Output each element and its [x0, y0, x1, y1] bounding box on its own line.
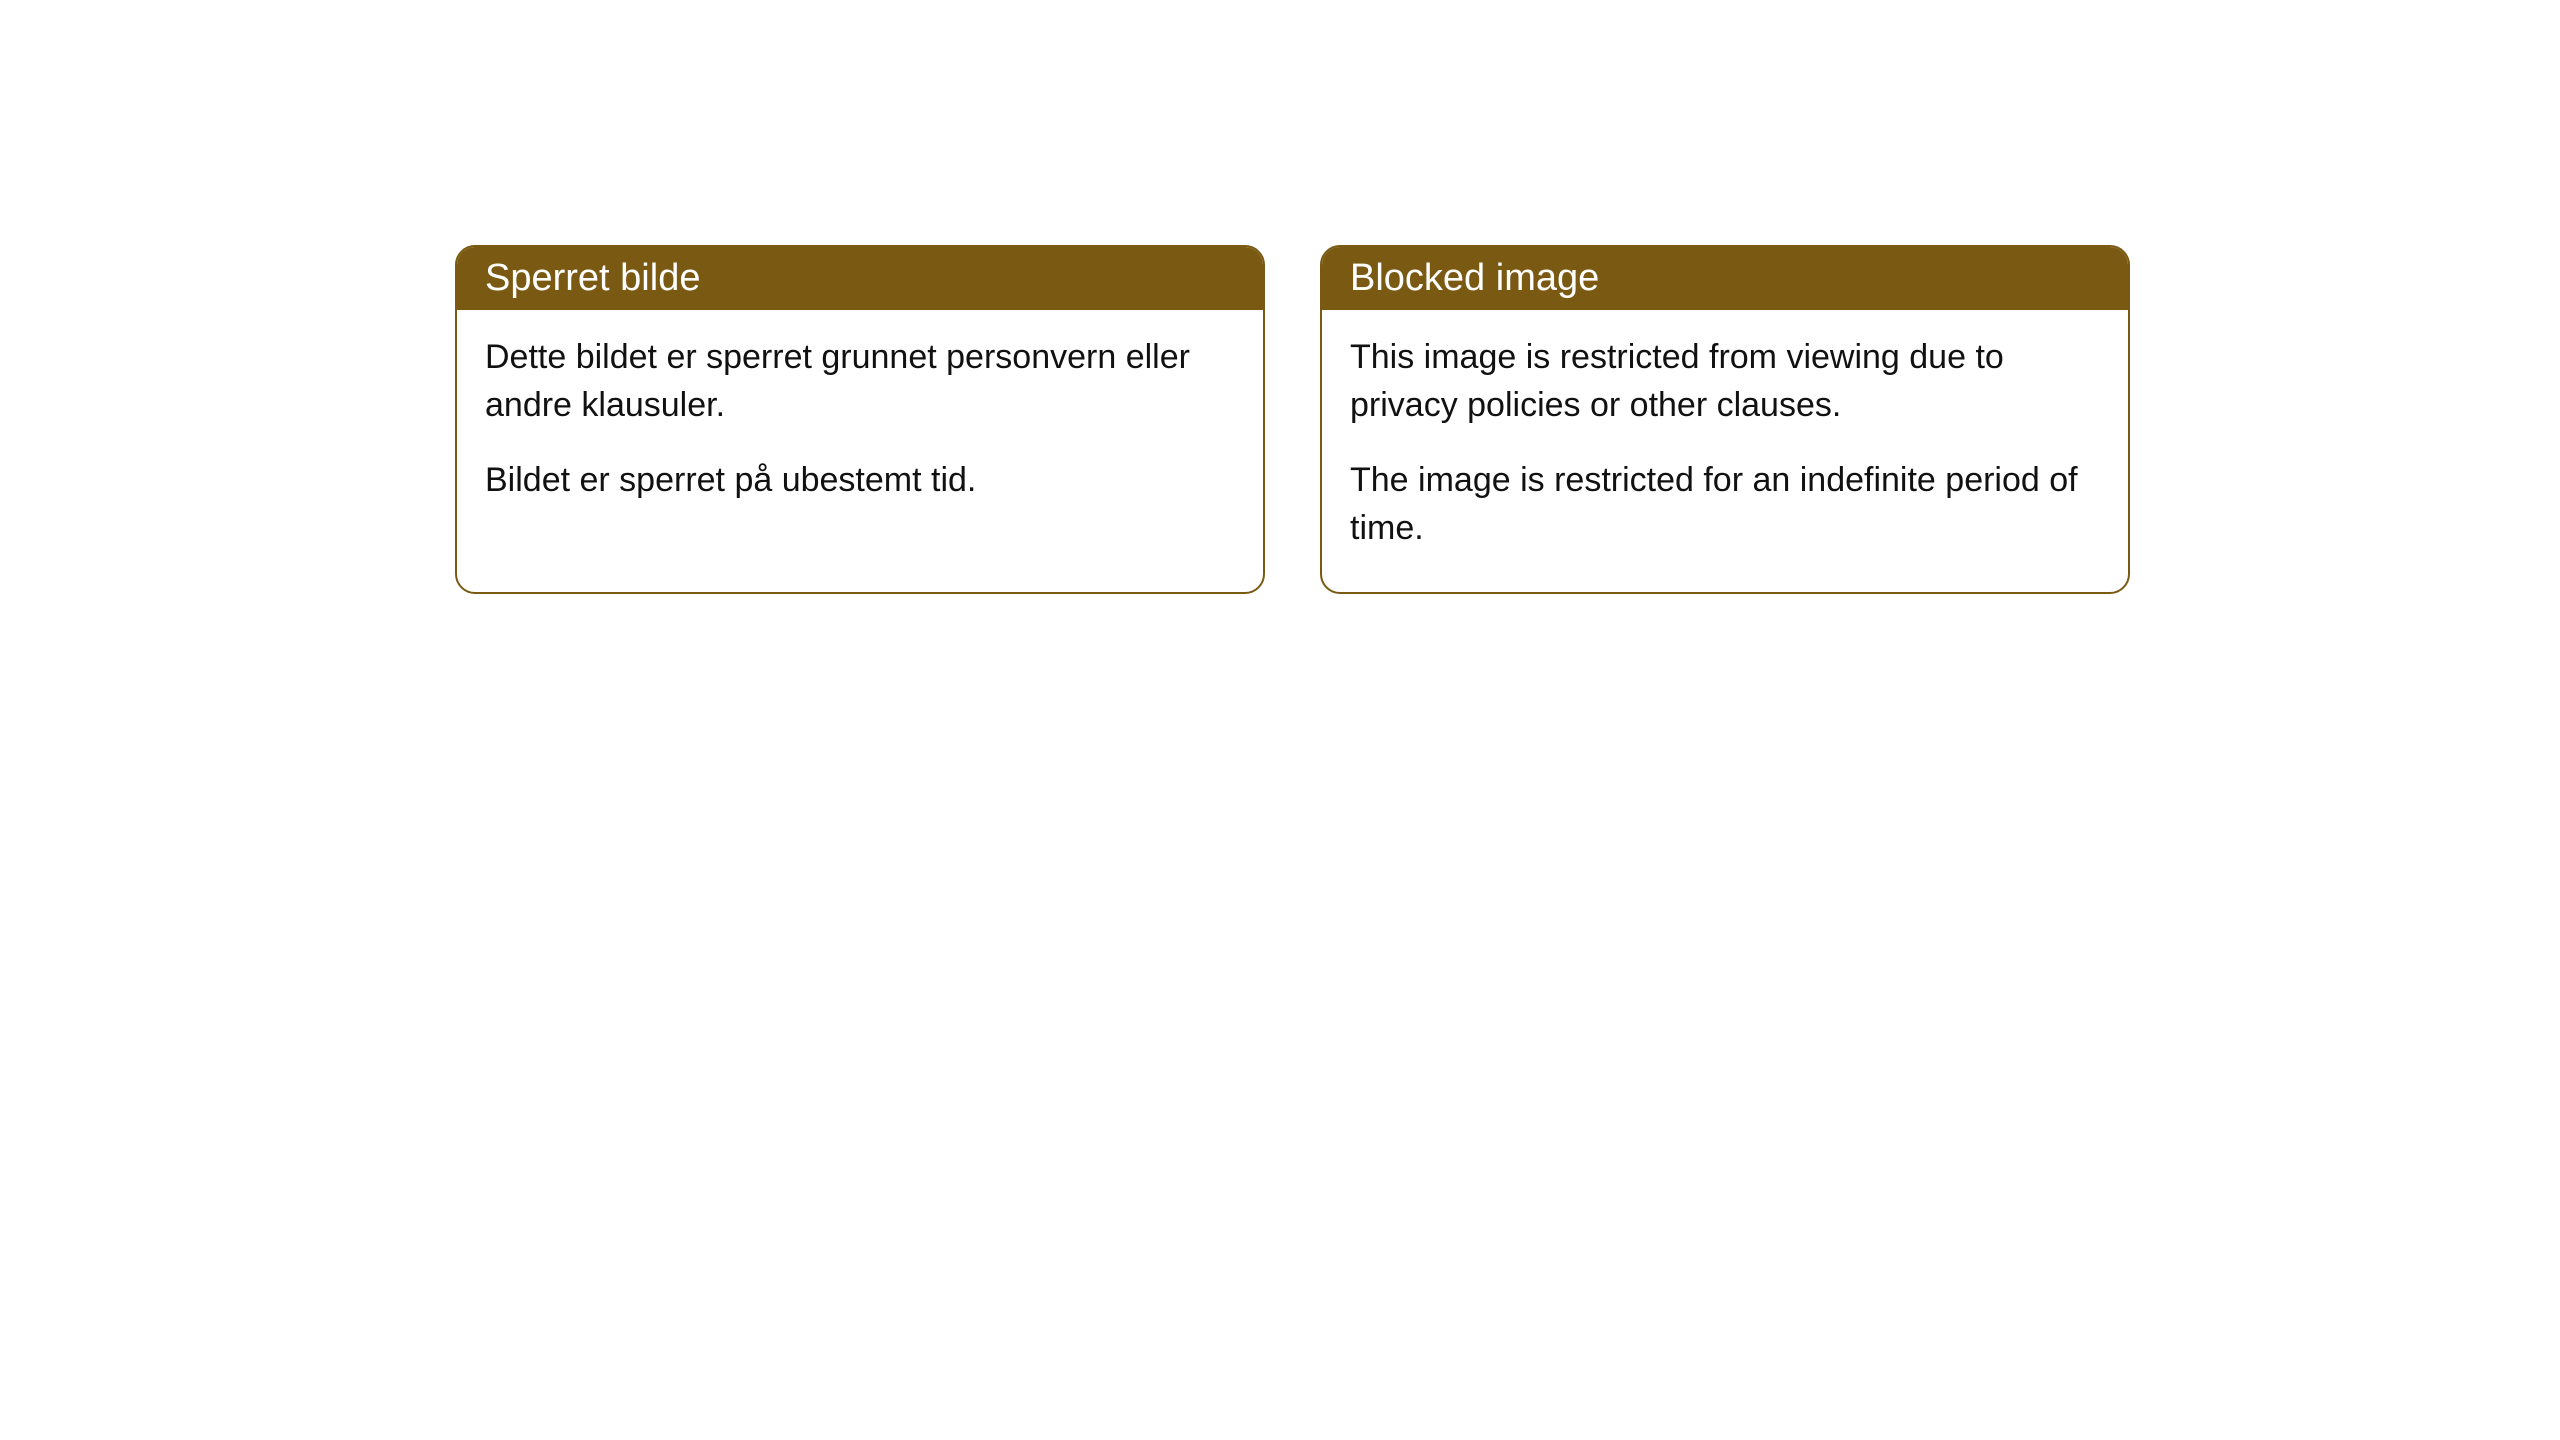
- card-title: Blocked image: [1350, 257, 1599, 299]
- card-body: This image is restricted from viewing du…: [1322, 310, 2128, 592]
- card-paragraph: Bildet er sperret på ubestemt tid.: [485, 457, 1235, 505]
- card-paragraph: The image is restricted for an indefinit…: [1350, 457, 2100, 552]
- card-paragraph: Dette bildet er sperret grunnet personve…: [485, 334, 1235, 429]
- card-title: Sperret bilde: [485, 257, 700, 299]
- notice-cards-container: Sperret bilde Dette bildet er sperret gr…: [455, 245, 2560, 594]
- card-body: Dette bildet er sperret grunnet personve…: [457, 310, 1263, 545]
- blocked-image-card-norwegian: Sperret bilde Dette bildet er sperret gr…: [455, 245, 1265, 594]
- card-header: Sperret bilde: [457, 247, 1263, 310]
- card-header: Blocked image: [1322, 247, 2128, 310]
- blocked-image-card-english: Blocked image This image is restricted f…: [1320, 245, 2130, 594]
- card-paragraph: This image is restricted from viewing du…: [1350, 334, 2100, 429]
